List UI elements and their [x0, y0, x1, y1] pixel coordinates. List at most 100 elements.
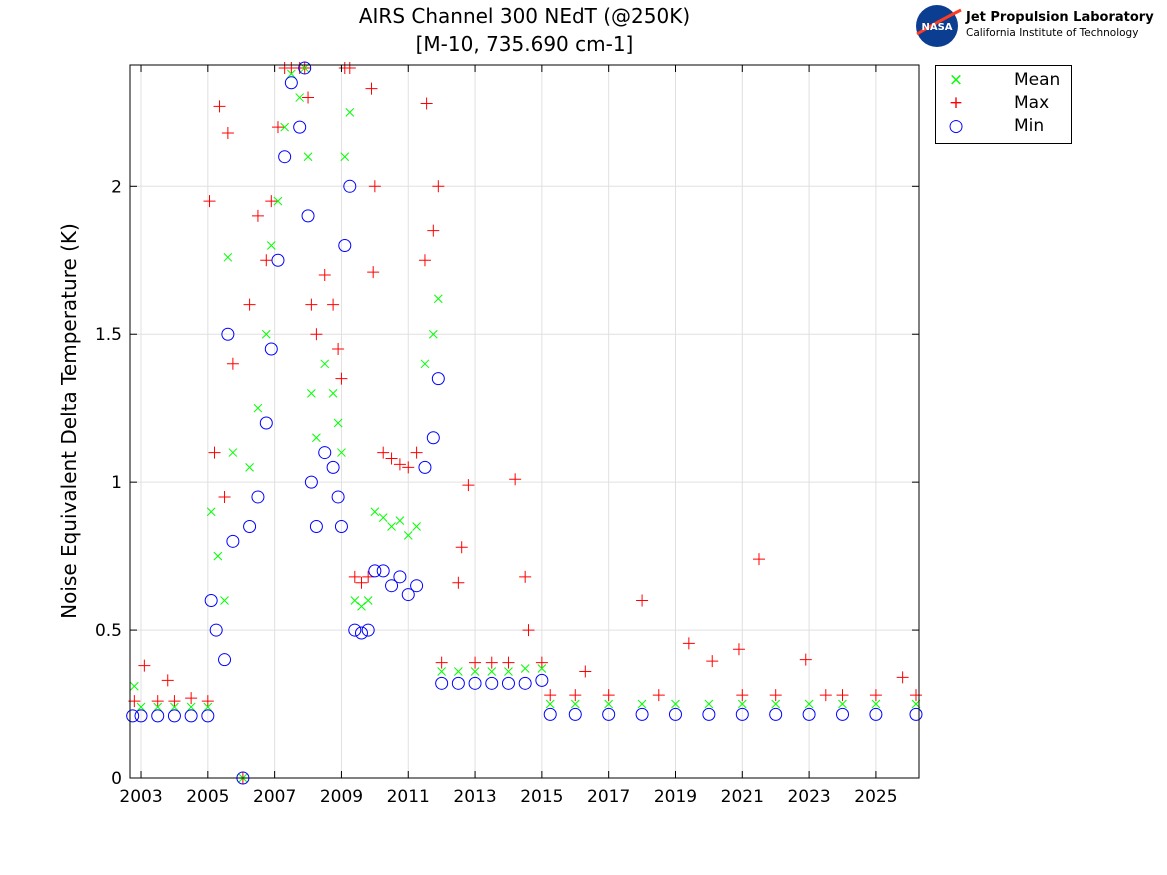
x-tick-label: 2025	[854, 787, 897, 807]
caltech-label: California Institute of Technology	[966, 27, 1139, 39]
max-point	[522, 624, 535, 637]
x-tick-label: 2011	[387, 787, 430, 807]
chart-title-line1: AIRS Channel 300 NEdT (@250K)	[358, 4, 691, 28]
max-point	[418, 254, 431, 267]
mean-point	[213, 551, 223, 561]
mean-point	[350, 596, 360, 605]
y-axis-label: Noise Equivalent Delta Temperature (K)	[57, 223, 81, 619]
max-point	[343, 61, 356, 74]
max-point	[455, 541, 468, 554]
mean-point	[328, 389, 338, 398]
max-point	[161, 674, 174, 687]
mean-point	[428, 329, 438, 339]
min-point	[410, 579, 424, 593]
x-tick-label: 2015	[520, 787, 563, 807]
max-point	[432, 180, 445, 193]
max-point	[318, 269, 331, 282]
min-point	[343, 179, 357, 193]
min-point	[167, 709, 181, 723]
max-point	[869, 689, 882, 702]
mean-point	[280, 122, 290, 132]
mean-point	[838, 699, 847, 709]
circle-marker-icon: ○	[948, 116, 964, 136]
mean-point	[387, 522, 396, 531]
min-point	[385, 579, 399, 593]
max-point	[410, 446, 423, 459]
min-point	[435, 676, 449, 690]
mean-point	[420, 359, 430, 369]
axes-box	[129, 64, 920, 779]
x-tick-label: 2005	[186, 787, 229, 807]
max-point	[469, 656, 482, 669]
mean-point	[357, 602, 366, 611]
chart-title-line2: [M-10, 735.690 cm-1]	[415, 32, 634, 56]
min-point	[184, 709, 198, 723]
max-point	[544, 689, 557, 702]
min-point	[301, 209, 315, 223]
plus-marker-icon: +	[948, 93, 964, 113]
min-point	[836, 707, 850, 721]
x-tick-label: 2007	[253, 787, 296, 807]
max-point	[569, 689, 582, 702]
max-point	[226, 357, 239, 370]
max-point	[260, 254, 273, 267]
mean-point	[303, 152, 313, 162]
mean-point	[223, 252, 233, 262]
x-tick-label: 2017	[587, 787, 630, 807]
min-point	[535, 673, 549, 687]
mean-point	[333, 418, 343, 428]
y-tick-label: 0	[111, 769, 122, 789]
max-point	[385, 452, 398, 465]
mean-point	[437, 667, 447, 676]
min-point	[368, 564, 382, 578]
mean-point	[253, 403, 263, 413]
mean-point	[312, 433, 321, 443]
max-point	[427, 224, 440, 237]
mean-point	[320, 359, 330, 369]
min-point	[869, 707, 883, 721]
max-point	[368, 180, 381, 193]
max-point	[393, 458, 406, 471]
min-point	[226, 534, 240, 548]
max-point	[138, 659, 151, 672]
max-point	[519, 570, 532, 583]
mean-point	[266, 241, 276, 250]
max-point	[377, 446, 390, 459]
min-point	[278, 150, 292, 164]
x-tick-label: 2013	[453, 787, 496, 807]
mean-point	[345, 107, 355, 117]
max-point	[682, 637, 695, 650]
min-point	[326, 460, 340, 474]
mean-point	[403, 531, 413, 540]
min-point	[426, 431, 440, 445]
max-point	[736, 689, 749, 702]
y-tick-label: 0.5	[95, 621, 122, 641]
min-point	[393, 570, 407, 584]
y-tick-label: 2	[111, 177, 122, 197]
min-point	[501, 676, 515, 690]
mean-point	[203, 702, 213, 712]
mean-point	[370, 507, 380, 517]
mean-point	[206, 507, 216, 517]
max-point	[185, 692, 198, 705]
max-point	[365, 82, 378, 95]
max-point	[327, 298, 340, 311]
mean-point	[454, 667, 463, 676]
x-tick-label: 2003	[119, 787, 162, 807]
max-point	[452, 576, 465, 589]
mean-point	[129, 681, 139, 691]
mean-point	[570, 699, 580, 709]
min-point	[221, 327, 235, 341]
max-point	[462, 479, 475, 492]
max-point	[310, 328, 323, 341]
min-point	[451, 676, 465, 690]
max-point	[335, 372, 348, 385]
min-point	[309, 520, 323, 534]
mean-point	[433, 294, 443, 304]
max-point	[909, 689, 922, 702]
min-point	[338, 238, 352, 252]
min-point	[348, 623, 362, 637]
mean-point	[220, 596, 229, 605]
max-point	[652, 689, 665, 702]
